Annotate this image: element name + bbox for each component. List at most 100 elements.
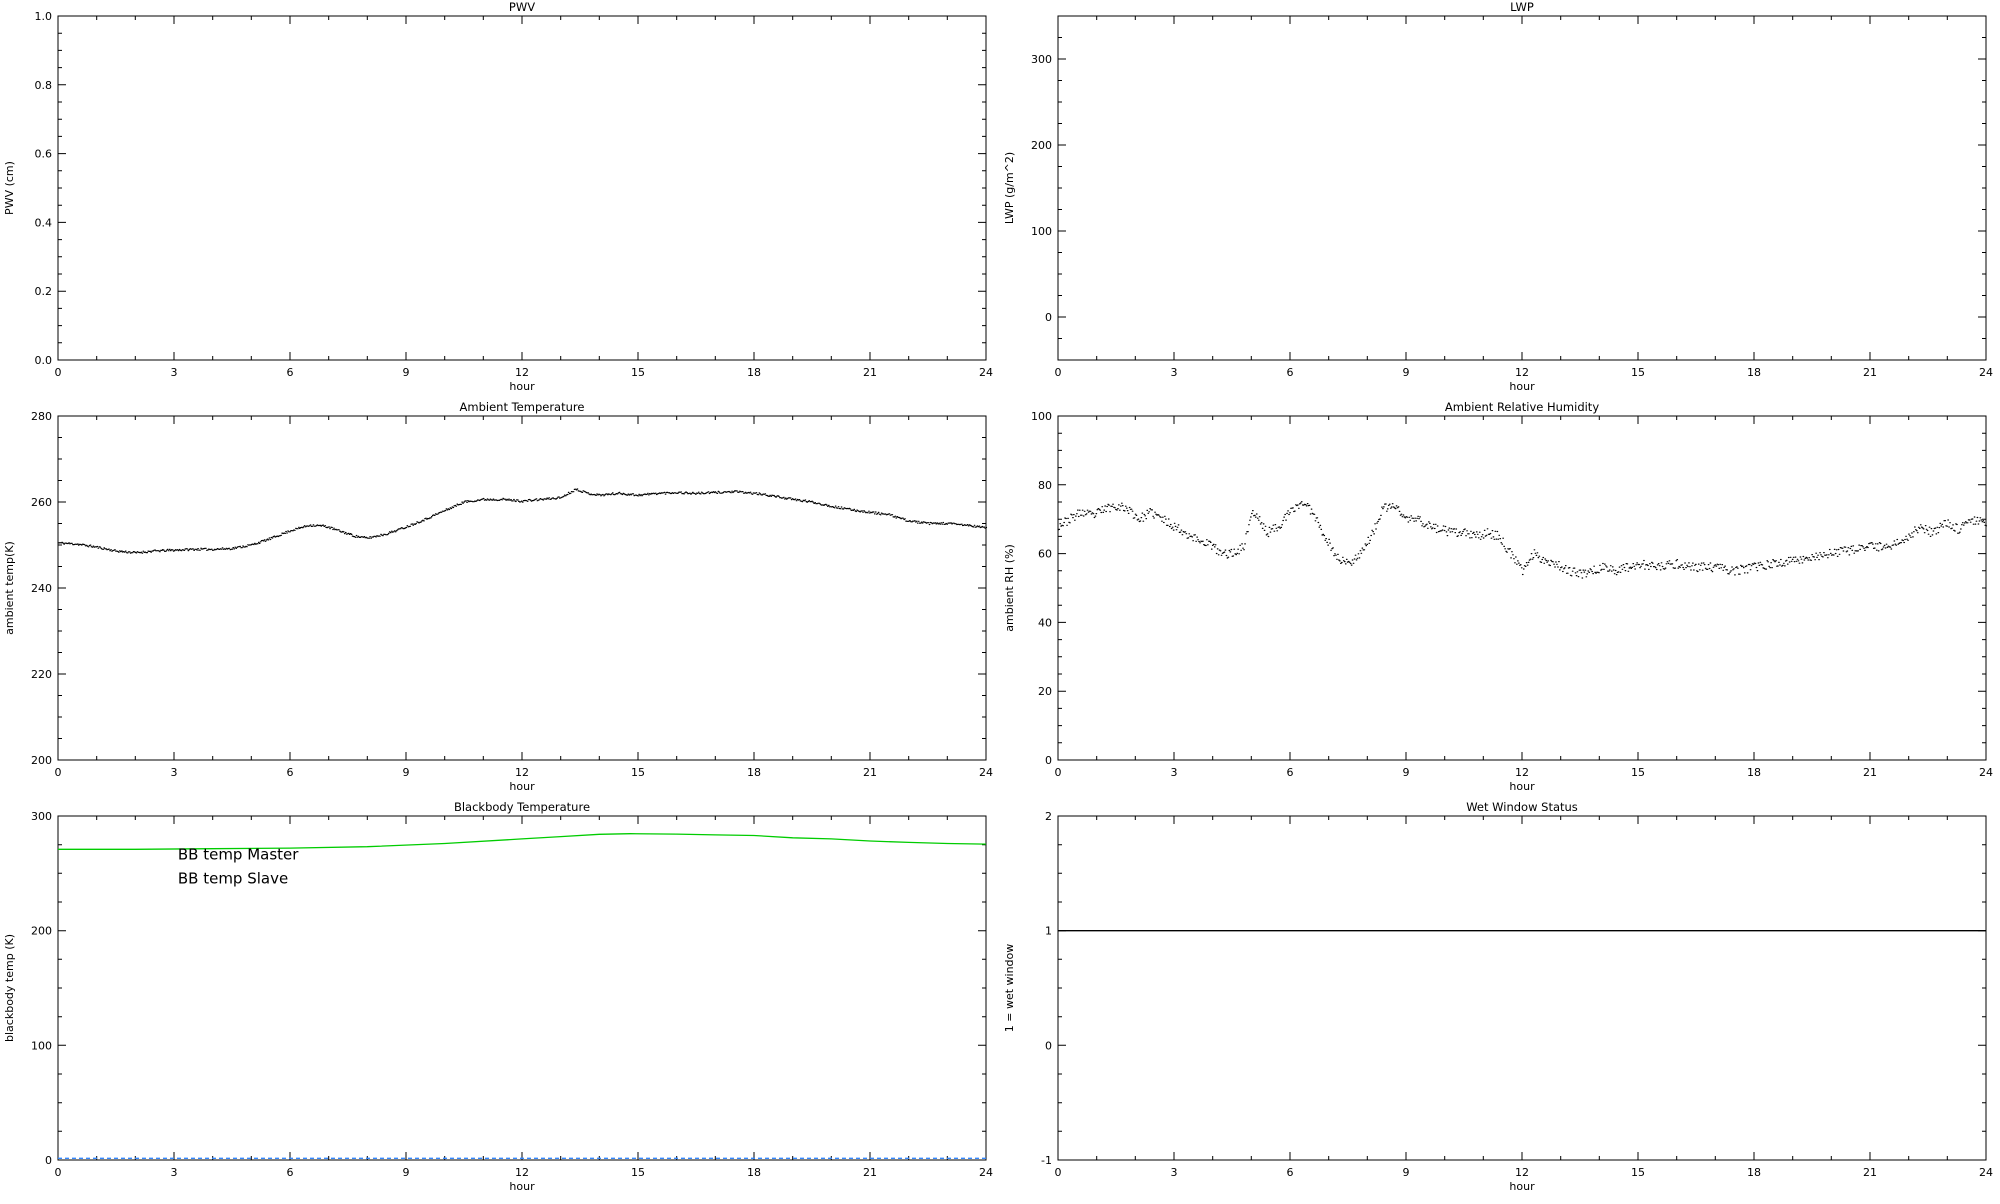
x-tick-label: 12 [1515,1166,1529,1179]
x-tick-label: 21 [863,366,877,379]
plot-ambient-relative-humidity: 0 3 6 9 12 15 18 21 24 0 20 40 60 80 100 Ambient Relati… [1000,400,2000,800]
series-ambient-rh [1057,501,1988,579]
x-axis-label: hour [509,380,535,393]
x-axis-label: hour [1509,380,1535,393]
y-tick-label: 0.8 [35,79,53,92]
y-tick-label: 20 [1038,685,1052,698]
minor-ticks [58,16,986,360]
y-tick-label: 260 [31,496,52,509]
minor-ticks [58,416,986,760]
y-tick-label: 80 [1038,479,1052,492]
y-tick-label: 0 [45,1154,52,1167]
plot-blackbody-temperature: 0 3 6 9 12 15 18 21 24 0 100 200 300 Blackbody Temper… [0,800,1000,1200]
x-tick-label: 3 [1171,366,1178,379]
chart-title: Wet Window Status [1466,800,1578,814]
plot-wet-window-status: 0 3 6 9 12 15 18 21 24 -1 0 1 2 Wet Window Status hour… [1000,800,2000,1200]
y-tick-label: 0.2 [35,285,53,298]
x-tick-label: 24 [1979,366,1993,379]
x-tick-label: 6 [1287,766,1294,779]
chart-blackbody-temperature: 0 3 6 9 12 15 18 21 24 0 100 200 300 Blackbody Temper… [3,800,993,1193]
major-ticks [57,815,987,1161]
y-tick-label: 100 [1031,410,1052,423]
y-axis-label: ambient temp(K) [3,541,16,635]
major-ticks [57,15,987,361]
plot-pwv: 0 3 6 9 12 15 18 21 24 0.0 0.2 0.4 0.6 0.8 1.0 PWV hour P… [0,0,1000,400]
plot-frame [57,415,987,761]
minor-ticks [1058,15,1986,361]
x-tick-label: 9 [1403,766,1410,779]
x-tick-label: 0 [55,1166,62,1179]
y-tick-label: 200 [31,754,52,767]
plot-ambient-temperature: 0 3 6 9 12 15 18 21 24 200 220 240 260 280 Ambient Tem… [0,400,1000,800]
x-axis-label: hour [1509,1180,1535,1193]
chart-title: PWV [509,0,535,14]
x-axis-label: hour [1509,780,1535,793]
y-tick-label: 0.4 [35,216,53,229]
x-tick-label: 6 [1287,366,1294,379]
x-axis-label: hour [509,1180,535,1193]
chart-pwv: 0 3 6 9 12 15 18 21 24 0.0 0.2 0.4 0.6 0.8 1.0 PWV hour P… [3,0,993,393]
x-tick-label: 24 [1979,766,1993,779]
y-tick-label: 0 [1045,754,1052,767]
x-tick-label: 3 [1171,1166,1178,1179]
major-ticks [57,415,987,761]
y-tick-label: 280 [31,410,52,423]
x-tick-label: 18 [747,1166,761,1179]
x-tick-label: 12 [515,1166,529,1179]
x-tick-label: 15 [631,766,645,779]
chart-title: Ambient Relative Humidity [1445,400,1599,414]
x-tick-label: 9 [1403,1166,1410,1179]
x-tick-label: 0 [55,366,62,379]
x-axis-label: hour [509,780,535,793]
x-tick-label: 15 [1631,366,1645,379]
x-tick-label: 3 [171,366,178,379]
y-axis-label: ambient RH (%) [1003,544,1016,632]
x-tick-label: 3 [171,766,178,779]
minor-ticks [58,816,986,1160]
plot-lwp: 0 3 6 9 12 15 18 21 24 0 100 200 300 LWP hour LWP (g/m^… [1000,0,2000,400]
y-tick-label: 240 [31,582,52,595]
chart-title: LWP [1510,0,1534,14]
x-tick-label: 12 [515,766,529,779]
x-tick-label: 18 [1747,366,1761,379]
x-tick-label: 15 [1631,766,1645,779]
x-tick-label: 18 [1747,766,1761,779]
chart-lwp: 0 3 6 9 12 15 18 21 24 0 100 200 300 LWP hour LWP (g/m^… [1003,0,1993,393]
y-axis-label: blackbody temp (K) [3,934,16,1042]
x-tick-label: 18 [1747,1166,1761,1179]
x-tick-label: 9 [1403,366,1410,379]
x-tick-label: 0 [1055,766,1062,779]
plot-frame [1057,815,1987,1161]
x-tick-label: 12 [515,366,529,379]
x-tick-label: 6 [287,1166,294,1179]
y-tick-label: 300 [1031,53,1052,66]
x-tick-label: 15 [631,366,645,379]
x-tick-label: 3 [1171,766,1178,779]
y-tick-label: 2 [1045,810,1052,823]
x-tick-label: 0 [1055,366,1062,379]
y-tick-label: 0.0 [35,354,53,367]
x-tick-label: 24 [979,366,993,379]
x-tick-label: 24 [979,1166,993,1179]
x-tick-label: 12 [1515,366,1529,379]
y-axis-label: PWV (cm) [3,161,16,215]
x-tick-label: 6 [1287,1166,1294,1179]
y-axis-label: LWP (g/m^2) [1003,152,1016,224]
y-tick-label: 1 [1045,925,1052,938]
x-tick-label: 15 [1631,1166,1645,1179]
x-tick-label: 21 [863,766,877,779]
y-tick-label: 100 [1031,225,1052,238]
y-tick-label: 60 [1038,548,1052,561]
y-tick-label: 1.0 [35,10,53,23]
y-tick-label: 100 [31,1039,52,1052]
y-tick-label: 0 [1045,311,1052,324]
x-tick-label: 24 [979,766,993,779]
series-bb-temp-slave [58,833,987,850]
x-tick-label: 12 [1515,766,1529,779]
y-tick-label: 40 [1038,616,1052,629]
y-tick-label: 0 [1045,1039,1052,1052]
chart-ambient-temperature: 0 3 6 9 12 15 18 21 24 200 220 240 260 280 Ambient Tem… [3,400,993,793]
x-tick-label: 0 [1055,1166,1062,1179]
